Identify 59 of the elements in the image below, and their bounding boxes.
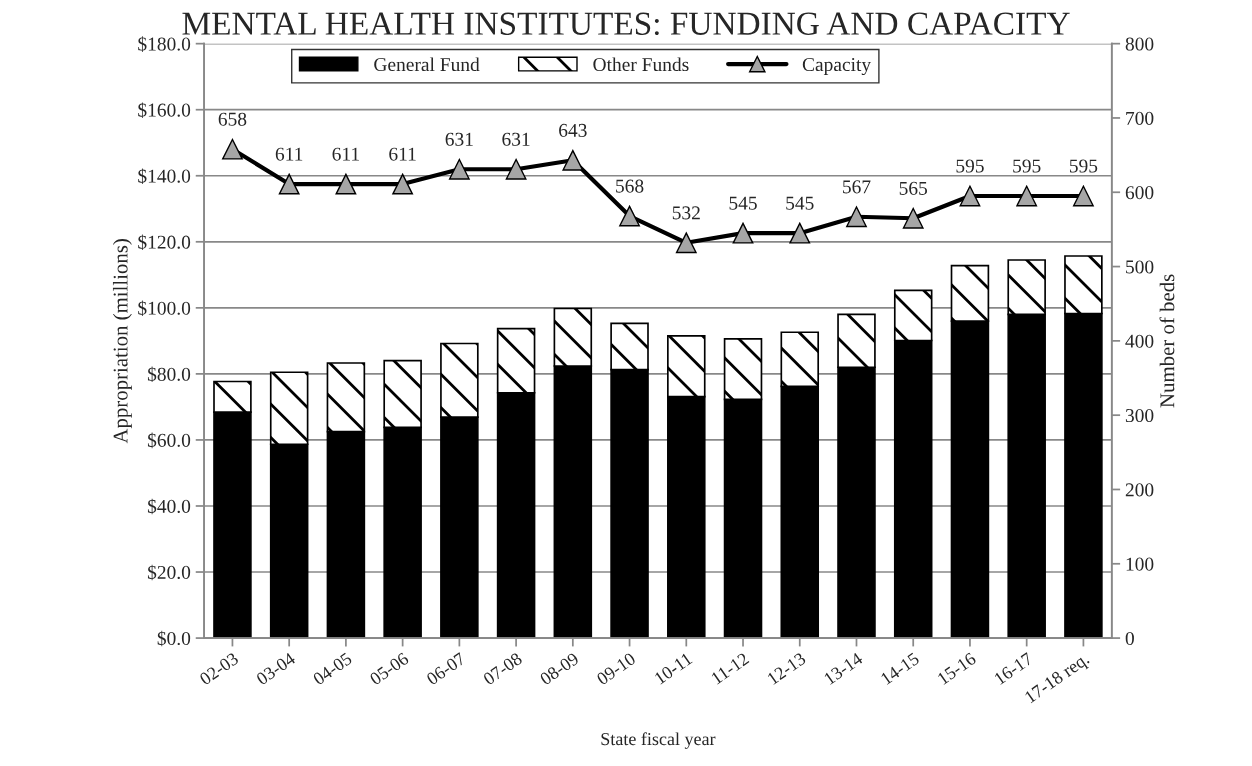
- point: [392, 173, 414, 195]
- point: [505, 158, 527, 180]
- y2-axis-title: Number of beds: [1159, 274, 1175, 408]
- point: [562, 149, 584, 171]
- point: [1072, 185, 1094, 207]
- y2-tick-label: 500: [1126, 260, 1154, 274]
- chart-title: MENTAL HEALTH INSTITUTES: FUNDING AND CAPACITY: [182, 12, 1070, 36]
- legend-label: Other Funds: [593, 57, 689, 72]
- point: [335, 173, 357, 195]
- point: [675, 232, 697, 254]
- y-tick-label: $120.0: [138, 234, 191, 251]
- point: [846, 206, 867, 228]
- y2-tick-label: 600: [1125, 186, 1154, 200]
- y-tick-label: $80.0: [147, 366, 191, 383]
- y2-tick-label: 100: [1126, 557, 1154, 571]
- data-label: 658: [218, 112, 247, 126]
- data-label: 595: [1013, 159, 1041, 173]
- y-tick-label: $60.0: [147, 432, 191, 449]
- y2-tick-label: 200: [1125, 483, 1154, 497]
- y-tick-label: $40.0: [147, 498, 191, 515]
- point: [732, 222, 754, 244]
- point: [278, 173, 300, 195]
- data-label: 611: [332, 147, 359, 161]
- legend-label: Capacity: [802, 58, 872, 76]
- y2-tick-label: 300: [1125, 408, 1154, 423]
- point: [448, 158, 470, 180]
- y-tick-label: $140.0: [138, 168, 191, 184]
- data-label: 532: [672, 206, 700, 220]
- data-label: 595: [1069, 159, 1098, 173]
- data-label: 631: [445, 132, 473, 146]
- y-tick-label: $180.0: [138, 36, 191, 52]
- point: [619, 205, 640, 227]
- y-axis-title: Appropriation (millions): [112, 239, 132, 444]
- data-label: 643: [559, 123, 587, 137]
- data-label: 545: [729, 196, 757, 210]
- data-label: 568: [616, 179, 644, 193]
- data-label: 545: [786, 196, 814, 210]
- legend-label: General Fund: [374, 57, 480, 72]
- data-label: 565: [899, 181, 928, 195]
- y2-tick-label: 400: [1125, 334, 1154, 348]
- point: [1016, 185, 1038, 207]
- data-label: 611: [389, 147, 416, 161]
- point: [222, 138, 243, 160]
- point: [959, 185, 981, 207]
- point: [789, 222, 811, 244]
- y2-tick-label: 700: [1126, 111, 1154, 125]
- y2-tick-label: 800: [1125, 37, 1154, 51]
- y-tick-label: $20.0: [147, 564, 191, 581]
- data-label: 611: [275, 147, 303, 161]
- y-tick-label: $100.0: [138, 300, 191, 317]
- y-tick-label: $160.0: [138, 102, 191, 118]
- data-label: 631: [502, 132, 530, 146]
- y-tick-label: $0.0: [157, 630, 191, 647]
- x-axis-title: State fiscal year: [601, 732, 716, 749]
- x-tick-label: 10-11: [653, 652, 693, 685]
- point: [902, 207, 924, 229]
- data-label: 595: [956, 159, 984, 173]
- y2-tick-label: 0: [1125, 631, 1134, 646]
- data-label: 567: [843, 180, 871, 194]
